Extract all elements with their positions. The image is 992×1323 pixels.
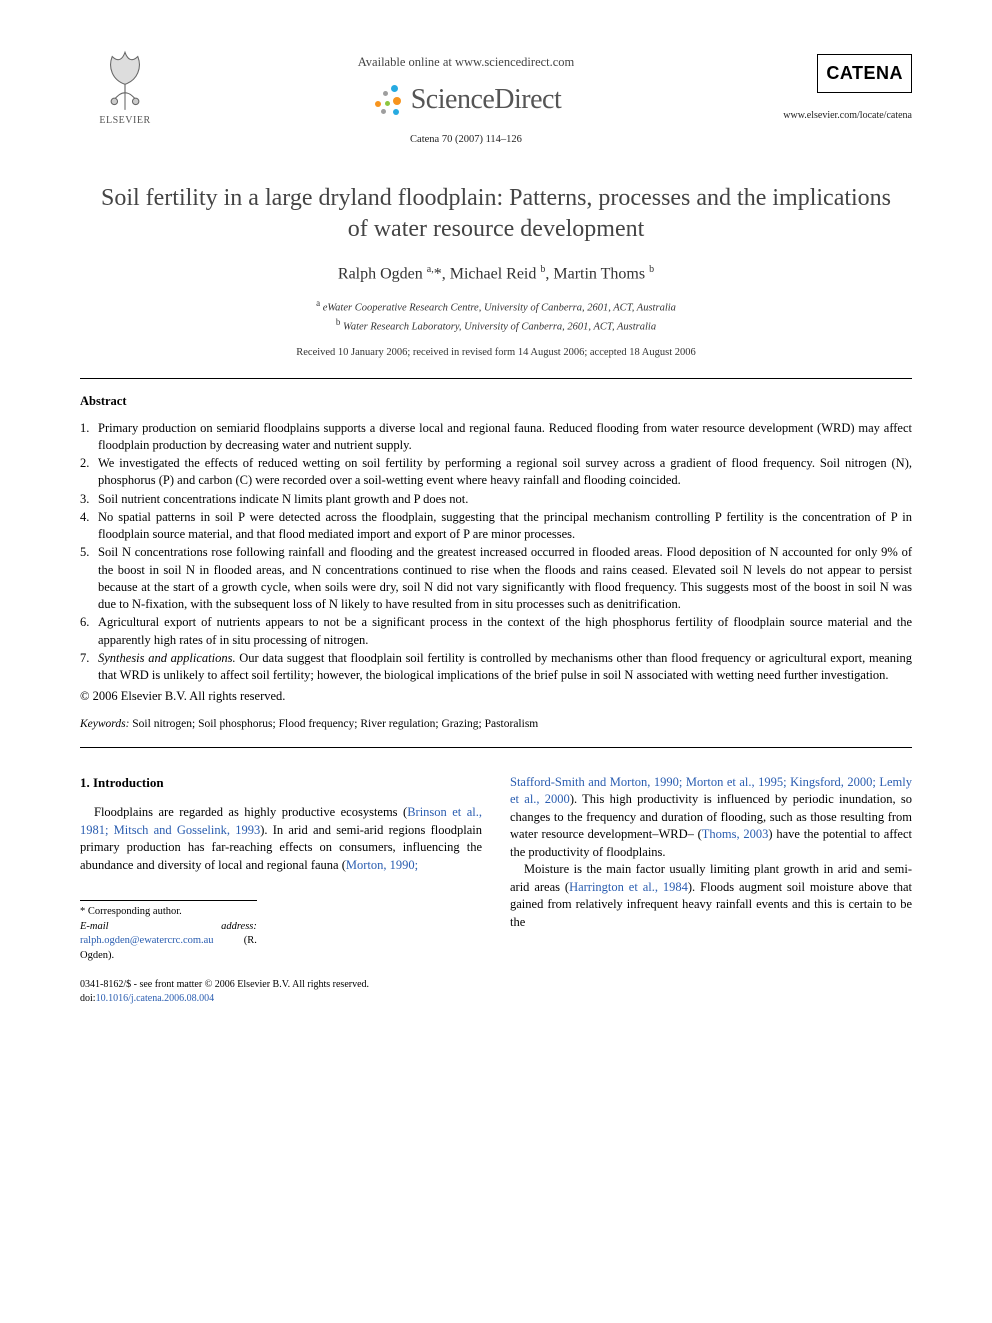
abstract-num: 3.	[80, 491, 98, 508]
abstract-text: Soil nutrient concentrations indicate N …	[98, 491, 912, 508]
available-online-line: Available online at www.sciencedirect.co…	[170, 54, 762, 71]
abstract-text: Soil N concentrations rose following rai…	[98, 544, 912, 613]
corresponding-author-note: * Corresponding author.	[80, 905, 257, 920]
abstract-text: We investigated the effects of reduced w…	[98, 455, 912, 490]
abstract-text: No spatial patterns in soil P were detec…	[98, 509, 912, 544]
header-right: CATENA www.elsevier.com/locate/catena	[762, 48, 912, 122]
sciencedirect-dots-icon	[371, 83, 405, 117]
affiliation-a: eWater Cooperative Research Centre, Univ…	[323, 303, 676, 314]
catena-wordmark: CATENA	[826, 63, 903, 83]
keywords-label: Keywords:	[80, 718, 129, 730]
issn-line: 0341-8162/$ - see front matter © 2006 El…	[80, 978, 482, 992]
abstract-point: 5. Soil N concentrations rose following …	[80, 544, 912, 613]
abstract-point: 4. No spatial patterns in soil P were de…	[80, 509, 912, 544]
article-title: Soil fertility in a large dryland floodp…	[100, 183, 892, 245]
email-label: E-mail address:	[80, 921, 257, 932]
synthesis-label: Synthesis and applications.	[98, 651, 236, 665]
abstract-num: 2.	[80, 455, 98, 490]
abstract-point: 1. Primary production on semiarid floodp…	[80, 420, 912, 455]
left-column: 1. Introduction Floodplains are regarded…	[80, 774, 482, 1006]
doi-link[interactable]: 10.1016/j.catena.2006.08.004	[96, 993, 215, 1004]
abstract-text: Agricultural export of nutrients appears…	[98, 614, 912, 649]
abstract-copyright: © 2006 Elsevier B.V. All rights reserved…	[80, 688, 912, 705]
sciencedirect-wordmark: ScienceDirect	[411, 81, 562, 119]
section-heading: 1. Introduction	[80, 774, 482, 792]
elsevier-label: ELSEVIER	[99, 114, 150, 128]
abstract-point: 2. We investigated the effects of reduce…	[80, 455, 912, 490]
divider	[80, 747, 912, 748]
body-paragraph: Stafford-Smith and Morton, 1990; Morton …	[510, 774, 912, 862]
abstract-num: 5.	[80, 544, 98, 613]
doi-line: doi:10.1016/j.catena.2006.08.004	[80, 992, 482, 1006]
affiliation-b: Water Research Laboratory, University of…	[343, 322, 656, 333]
abstract-text: Primary production on semiarid floodplai…	[98, 420, 912, 455]
journal-header: ELSEVIER Available online at www.science…	[80, 48, 912, 147]
bottom-metadata: 0341-8162/$ - see front matter © 2006 El…	[80, 978, 482, 1006]
abstract-num: 4.	[80, 509, 98, 544]
elsevier-tree-icon	[93, 48, 157, 112]
elsevier-logo-block: ELSEVIER	[80, 48, 170, 128]
abstract-point: 3. Soil nutrient concentrations indicate…	[80, 491, 912, 508]
divider	[80, 378, 912, 379]
citation-link[interactable]: Harrington et al., 1984	[569, 880, 688, 894]
abstract-heading: Abstract	[80, 393, 912, 410]
abstract-point: 6. Agricultural export of nutrients appe…	[80, 614, 912, 649]
author-email[interactable]: ralph.ogden@ewatercrc.com.au	[80, 935, 214, 946]
abstract-list: 1. Primary production on semiarid floodp…	[80, 420, 912, 685]
catena-journal-logo: CATENA	[817, 54, 912, 93]
keywords-values: Soil nitrogen; Soil phosphorus; Flood fr…	[132, 718, 538, 730]
citation-link[interactable]: Morton, 1990;	[346, 858, 418, 872]
body-columns: 1. Introduction Floodplains are regarded…	[80, 774, 912, 1006]
abstract-text: Synthesis and applications. Our data sug…	[98, 650, 912, 685]
authors-line: Ralph Ogden a,*, Michael Reid b, Martin …	[80, 263, 912, 285]
abstract-num: 7.	[80, 650, 98, 685]
sciencedirect-logo: ScienceDirect	[371, 81, 562, 119]
body-paragraph: Moisture is the main factor usually limi…	[510, 861, 912, 931]
journal-url[interactable]: www.elsevier.com/locate/catena	[762, 109, 912, 123]
abstract-num: 1.	[80, 420, 98, 455]
email-line: E-mail address: ralph.ogden@ewatercrc.co…	[80, 920, 257, 964]
citation-link[interactable]: Thoms, 2003	[702, 827, 769, 841]
keywords-line: Keywords: Soil nitrogen; Soil phosphorus…	[80, 717, 912, 733]
right-column: Stafford-Smith and Morton, 1990; Morton …	[510, 774, 912, 1006]
affiliations: a eWater Cooperative Research Centre, Un…	[80, 297, 912, 336]
citation-line: Catena 70 (2007) 114–126	[170, 133, 762, 147]
footnotes: * Corresponding author. E-mail address: …	[80, 900, 257, 964]
body-paragraph: Floodplains are regarded as highly produ…	[80, 804, 482, 874]
article-dates: Received 10 January 2006; received in re…	[80, 346, 912, 360]
header-center: Available online at www.sciencedirect.co…	[170, 48, 762, 147]
abstract-point: 7. Synthesis and applications. Our data …	[80, 650, 912, 685]
abstract-num: 6.	[80, 614, 98, 649]
